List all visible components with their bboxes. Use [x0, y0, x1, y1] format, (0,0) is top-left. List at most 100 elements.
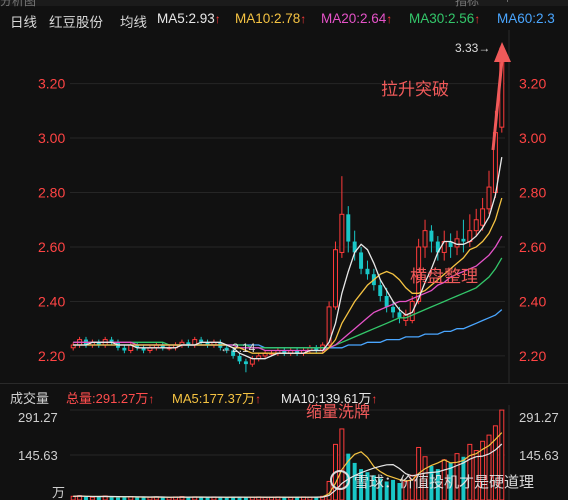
- price-axis-left: 3.20 3.00 2.80 2.60 2.40 2.20: [38, 76, 65, 364]
- volume-title[interactable]: 成交量: [10, 391, 50, 406]
- analysis-tab-label[interactable]: 分析图: [0, 0, 37, 8]
- volume-bar: [205, 497, 210, 500]
- volume-bar: [492, 425, 498, 500]
- candle-body: [378, 285, 383, 297]
- panel-divider: [0, 383, 568, 384]
- volume-bar: [282, 497, 287, 500]
- price-tick-label: 2.60: [38, 239, 65, 255]
- candle-body: [339, 213, 345, 253]
- volume-bar: [115, 497, 120, 500]
- up-arrow-icon: ↑: [148, 392, 155, 406]
- candle-body: [473, 219, 479, 232]
- volume-bar: [218, 497, 223, 500]
- up-arrow-icon: ↑: [386, 12, 393, 26]
- volume-bar: [96, 496, 101, 500]
- volume-bars: [70, 409, 505, 500]
- candle-body: [249, 358, 255, 365]
- candle-body: [422, 230, 428, 248]
- volume-bar: [160, 497, 165, 500]
- high-marker: 3.33→: [455, 41, 490, 55]
- price-tick-label: 2.60: [519, 239, 546, 255]
- candle-body: [352, 241, 357, 253]
- low-marker: ←2.14: [220, 341, 256, 355]
- volume-bar: [467, 443, 473, 500]
- volume-bar: [435, 469, 440, 500]
- volume-bar: [314, 496, 319, 500]
- candle-body: [391, 306, 396, 313]
- price-tick-label: 3.00: [38, 130, 65, 146]
- candle-body: [480, 208, 486, 226]
- candle-body: [224, 347, 229, 351]
- watermark-text: 雪球：价值投机才是硬道理: [354, 474, 535, 491]
- volume-bar: [384, 481, 389, 500]
- candle-body: [295, 350, 300, 354]
- add-button[interactable]: +: [504, 0, 511, 6]
- volume-bar: [403, 480, 409, 500]
- chart-header: 日线 红豆股份 均线 MA5:2.93↑ MA10:2.78↑ MA20:2.6…: [0, 8, 568, 30]
- ma5-value: MA5:2.93↑: [157, 11, 221, 26]
- candlestick-chart[interactable]: 3.20 3.00 2.80 2.60 2.40 2.20 3.20 3.00 2.80 2.6…: [0, 30, 568, 383]
- candle-body: [384, 296, 389, 307]
- volume-bar: [397, 483, 402, 500]
- candle-body: [332, 249, 338, 308]
- ma60-value: MA60:2.3: [497, 11, 555, 26]
- ma30-line: [73, 257, 503, 349]
- volume-bar: [454, 453, 460, 500]
- candle-body: [397, 312, 402, 318]
- ma-label[interactable]: 均线: [120, 15, 147, 30]
- up-arrow-icon: ↑: [255, 392, 262, 406]
- price-tick-label: 2.20: [519, 348, 546, 364]
- volume-bar: [391, 479, 396, 500]
- volume-ma-lines: [73, 432, 503, 498]
- volume-bar: [499, 409, 505, 500]
- price-tick-label: 2.20: [38, 348, 65, 364]
- up-arrow-icon: ↑: [371, 392, 378, 406]
- candle-body: [314, 347, 319, 351]
- volume-chart[interactable]: 291.27 145.63 万 291.27 145.63: [0, 405, 568, 500]
- volume-bar: [352, 462, 357, 500]
- volume-bar: [224, 497, 229, 500]
- candle-body: [435, 241, 440, 253]
- price-tick-label: 2.40: [519, 293, 546, 309]
- volume-total: 总量:291.27万↑: [66, 391, 155, 406]
- ma5-line: [73, 156, 503, 360]
- volume-ma10: MA10:139.61万↑: [281, 391, 378, 406]
- candle-body: [461, 238, 466, 242]
- volume-bar: [237, 496, 242, 500]
- candle-body: [282, 350, 287, 354]
- volume-bar: [89, 496, 95, 500]
- volume-bar: [243, 497, 248, 500]
- indicator-button[interactable]: 指标: [455, 0, 480, 8]
- volume-bar: [141, 497, 146, 500]
- volume-bar: [378, 478, 383, 500]
- volume-bar: [122, 497, 127, 500]
- breakout-arrow: [491, 42, 511, 151]
- volume-axis-unit-left: 万: [52, 485, 65, 500]
- candle-body: [448, 241, 453, 247]
- wash-annotation: 缩量洗牌: [306, 404, 371, 421]
- volume-axis-mid-left: 145.63: [18, 448, 58, 463]
- candle-body: [141, 347, 146, 351]
- volume-bar: [295, 497, 300, 500]
- volume-bar: [84, 496, 88, 500]
- volume-bar: [359, 469, 364, 500]
- candle-body: [70, 344, 76, 349]
- up-arrow-icon: ↑: [474, 12, 481, 26]
- up-arrow-icon: ↑: [300, 12, 307, 26]
- candle-body: [359, 252, 364, 269]
- price-tick-label: 2.80: [519, 185, 546, 201]
- candle-body: [122, 347, 127, 351]
- volume-ma10-line: [73, 443, 503, 498]
- volume-bar: [339, 428, 345, 500]
- watermark: 雪球：价值投机才是硬道理: [330, 470, 534, 492]
- ma10-value: MA10:2.78↑: [235, 11, 307, 26]
- candle-body: [231, 350, 236, 356]
- volume-bar: [480, 440, 486, 500]
- stock-name: 红豆股份: [49, 15, 103, 30]
- volume-bar: [371, 475, 376, 500]
- candle-body: [486, 186, 492, 210]
- volume-bar: [70, 495, 76, 500]
- price-axis-right: 3.20 3.00 2.80 2.60 2.40 2.20: [519, 76, 546, 364]
- period-selector[interactable]: 日线: [10, 15, 37, 30]
- volume-bar: [473, 450, 479, 500]
